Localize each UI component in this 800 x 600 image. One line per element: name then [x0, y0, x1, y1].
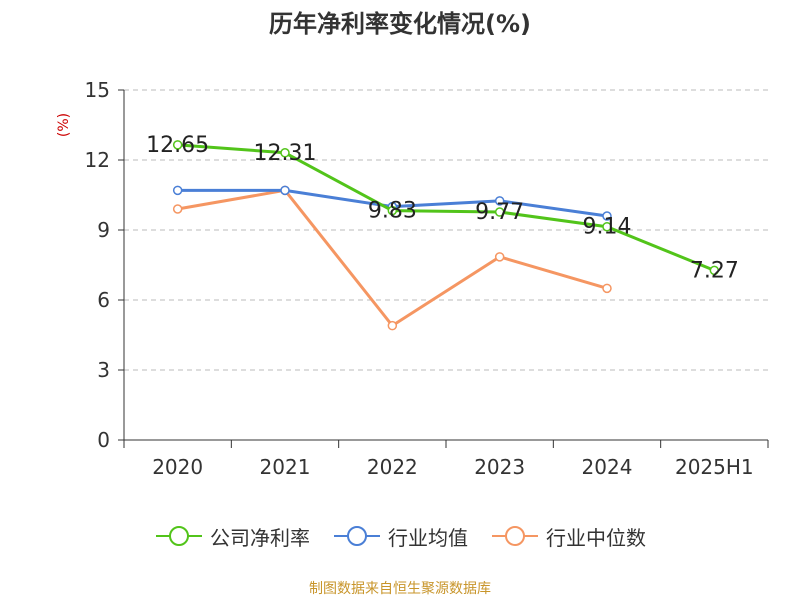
data-label: 9.14 — [583, 215, 632, 240]
data-label: 9.83 — [368, 199, 417, 224]
data-point — [280, 185, 290, 196]
legend-label: 公司净利率 — [210, 525, 310, 550]
data-point — [602, 221, 612, 232]
y-tick-label: 15 — [85, 78, 110, 102]
data-point — [494, 196, 505, 206]
data-point — [172, 140, 183, 150]
chart-title: 历年净利率变化情况(%) — [269, 10, 531, 38]
y-tick-label: 9 — [97, 218, 110, 242]
data-label: 7.27 — [690, 258, 739, 283]
data-point — [172, 185, 183, 196]
data-point — [387, 320, 398, 331]
data-point — [709, 265, 720, 276]
x-tick-label: 2022 — [367, 455, 418, 479]
data-point — [602, 211, 612, 221]
y-tick-label: 6 — [97, 288, 110, 312]
y-tick-label: 12 — [85, 148, 110, 172]
data-point — [494, 252, 505, 262]
data-point — [494, 207, 505, 217]
legend-swatch-icon — [492, 526, 538, 546]
series-lines — [172, 140, 720, 331]
y-tick-label: 0 — [97, 428, 110, 452]
legend-item[interactable]: 行业均值 — [332, 522, 468, 551]
x-tick-label: 2024 — [582, 455, 633, 479]
data-point — [387, 205, 398, 216]
y-axis-label: (%) — [56, 113, 72, 137]
legend-swatch-marker — [347, 526, 367, 546]
legend-item[interactable]: 公司净利率 — [154, 522, 310, 551]
x-tick-label: 2023 — [474, 455, 525, 479]
data-point — [172, 204, 183, 214]
data-label: 12.31 — [254, 141, 317, 166]
x-tick-label: 2025H1 — [675, 455, 754, 479]
legend-label: 行业均值 — [388, 525, 468, 550]
data-point — [602, 283, 612, 294]
x-tick-label: 2021 — [260, 455, 311, 479]
legend-label: 行业中位数 — [546, 525, 646, 550]
data-point — [280, 148, 290, 158]
y-tick-label: 3 — [97, 358, 110, 382]
legend: 公司净利率 行业均值 行业中位数 — [0, 520, 800, 552]
source-note: 制图数据来自恒生聚源数据库 — [309, 581, 491, 597]
series-line-0 — [177, 143, 715, 272]
legend-swatch-icon — [334, 526, 380, 546]
legend-swatch-marker — [169, 526, 189, 546]
data-labels: 12.65 12.31 9.83 9.77 9.14 7.27 — [146, 133, 739, 284]
grid-lines — [124, 89, 768, 371]
legend-swatch-marker — [505, 526, 525, 546]
legend-swatch-icon — [156, 526, 202, 546]
data-label: 9.77 — [475, 200, 524, 225]
legend-item[interactable]: 行业中位数 — [490, 522, 646, 551]
axes: 0 3 6 9 12 15 2020 2021 2022 2023 2024 2025H1 — [85, 78, 769, 479]
x-tick-label: 2020 — [152, 455, 203, 479]
data-label: 12.65 — [146, 133, 209, 158]
